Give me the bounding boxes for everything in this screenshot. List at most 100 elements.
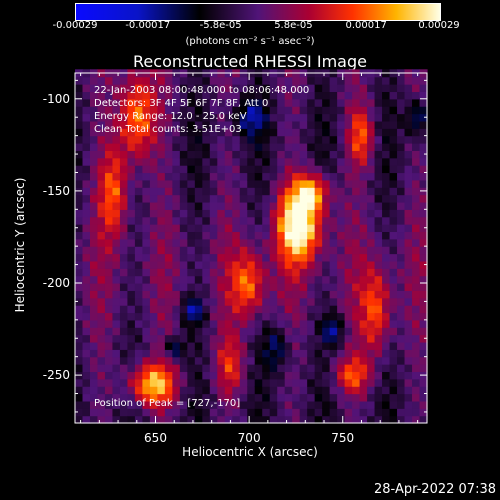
heatmap-cell <box>277 408 286 417</box>
heatmap-cell <box>397 371 406 380</box>
heatmap-cell <box>75 364 84 373</box>
heatmap-cell <box>172 408 181 417</box>
heatmap-cell <box>75 91 84 100</box>
heatmap-cell <box>307 297 316 306</box>
heatmap-cell <box>397 253 406 262</box>
heatmap-cell <box>172 135 181 144</box>
heatmap-cell <box>404 364 413 373</box>
heatmap-cell <box>292 378 301 387</box>
heatmap-cell <box>329 341 338 350</box>
heatmap-cell <box>292 349 301 358</box>
heatmap-cell <box>419 165 428 174</box>
heatmap-cell <box>157 393 166 402</box>
heatmap-cell <box>269 386 278 395</box>
heatmap-cell <box>179 135 188 144</box>
heatmap-cell <box>112 76 121 85</box>
heatmap-cell <box>314 187 323 196</box>
heatmap-cell <box>119 356 129 365</box>
heatmap-cell <box>292 106 301 115</box>
heatmap-cell <box>217 150 226 159</box>
heatmap-cell <box>149 312 158 321</box>
heatmap-cell <box>232 194 241 203</box>
heatmap-cell <box>179 349 188 358</box>
heatmap-cell <box>157 231 166 240</box>
heatmap-cell <box>382 260 391 269</box>
heatmap-cell <box>404 76 413 85</box>
heatmap-cell <box>127 150 136 159</box>
heatmap-cell <box>382 378 391 387</box>
heatmap-cell <box>134 246 143 255</box>
heatmap-cell <box>307 334 316 343</box>
heatmap-cell <box>344 209 353 218</box>
heatmap-cell <box>224 120 233 129</box>
heatmap-cell <box>217 260 226 269</box>
heatmap-cell <box>149 408 158 417</box>
heatmap-cell <box>89 179 99 188</box>
heatmap-cell <box>217 268 226 277</box>
heatmap-cell <box>232 209 241 218</box>
heatmap-cell <box>292 356 301 365</box>
heatmap-cell <box>419 120 428 129</box>
heatmap-cell <box>367 393 376 402</box>
heatmap-cell <box>374 260 383 269</box>
heatmap-cell <box>164 371 173 380</box>
heatmap-cell <box>269 253 278 262</box>
heatmap-cell <box>187 408 196 417</box>
heatmap-cell <box>127 231 136 240</box>
heatmap-cell <box>119 165 129 174</box>
heatmap-cell <box>172 386 181 395</box>
heatmap-cell <box>134 231 143 240</box>
heatmap-cell <box>337 400 346 409</box>
heatmap-cell <box>164 157 173 166</box>
heatmap-cell <box>292 246 301 255</box>
heatmap-cell <box>299 334 308 343</box>
heatmap-cell <box>277 341 286 350</box>
heatmap-cell <box>142 209 151 218</box>
heatmap-cell <box>389 150 398 159</box>
heatmap-cell <box>89 386 99 395</box>
heatmap-cell <box>164 312 173 321</box>
heatmap-cell <box>202 305 211 314</box>
heatmap-cell <box>352 283 361 291</box>
heatmap-cell <box>329 260 338 269</box>
heatmap-cell <box>292 408 301 417</box>
heatmap-cell <box>352 187 361 196</box>
heatmap-cell <box>389 364 398 373</box>
heatmap-cell <box>367 76 376 85</box>
heatmap-cell <box>397 172 406 181</box>
heatmap-cell <box>82 341 91 350</box>
heatmap-cell <box>412 246 421 255</box>
heatmap-cell <box>374 297 383 306</box>
heatmap-cell <box>209 150 218 159</box>
heatmap-cell <box>292 253 301 262</box>
heatmap-cell <box>194 157 203 166</box>
heatmap-cell <box>277 305 286 314</box>
heatmap-cell <box>142 98 151 107</box>
heatmap-cell <box>277 231 286 240</box>
heatmap-cell <box>344 253 353 262</box>
heatmap-cell <box>382 172 391 181</box>
heatmap-cell <box>254 224 263 233</box>
heatmap-cell <box>119 283 129 291</box>
heatmap-cell <box>209 120 218 129</box>
heatmap-cell <box>292 91 301 100</box>
heatmap-cell <box>194 194 203 203</box>
heatmap-cell <box>97 128 106 137</box>
heatmap-cell <box>239 415 248 424</box>
heatmap-cell <box>397 179 406 188</box>
heatmap-cell <box>127 187 136 196</box>
heatmap-cell <box>269 349 278 358</box>
heatmap-cell <box>389 356 398 365</box>
heatmap-cell <box>412 91 421 100</box>
heatmap-cell <box>359 165 368 174</box>
heatmap-cell <box>89 76 99 85</box>
heatmap-cell <box>97 319 106 328</box>
heatmap-cell <box>284 120 293 129</box>
heatmap-cell <box>217 187 226 196</box>
heatmap-cell <box>412 238 421 247</box>
heatmap-cell <box>89 209 99 218</box>
heatmap-cell <box>202 283 211 291</box>
heatmap-cell <box>224 349 233 358</box>
heatmap-cell <box>239 312 248 321</box>
heatmap-cell <box>322 378 331 387</box>
